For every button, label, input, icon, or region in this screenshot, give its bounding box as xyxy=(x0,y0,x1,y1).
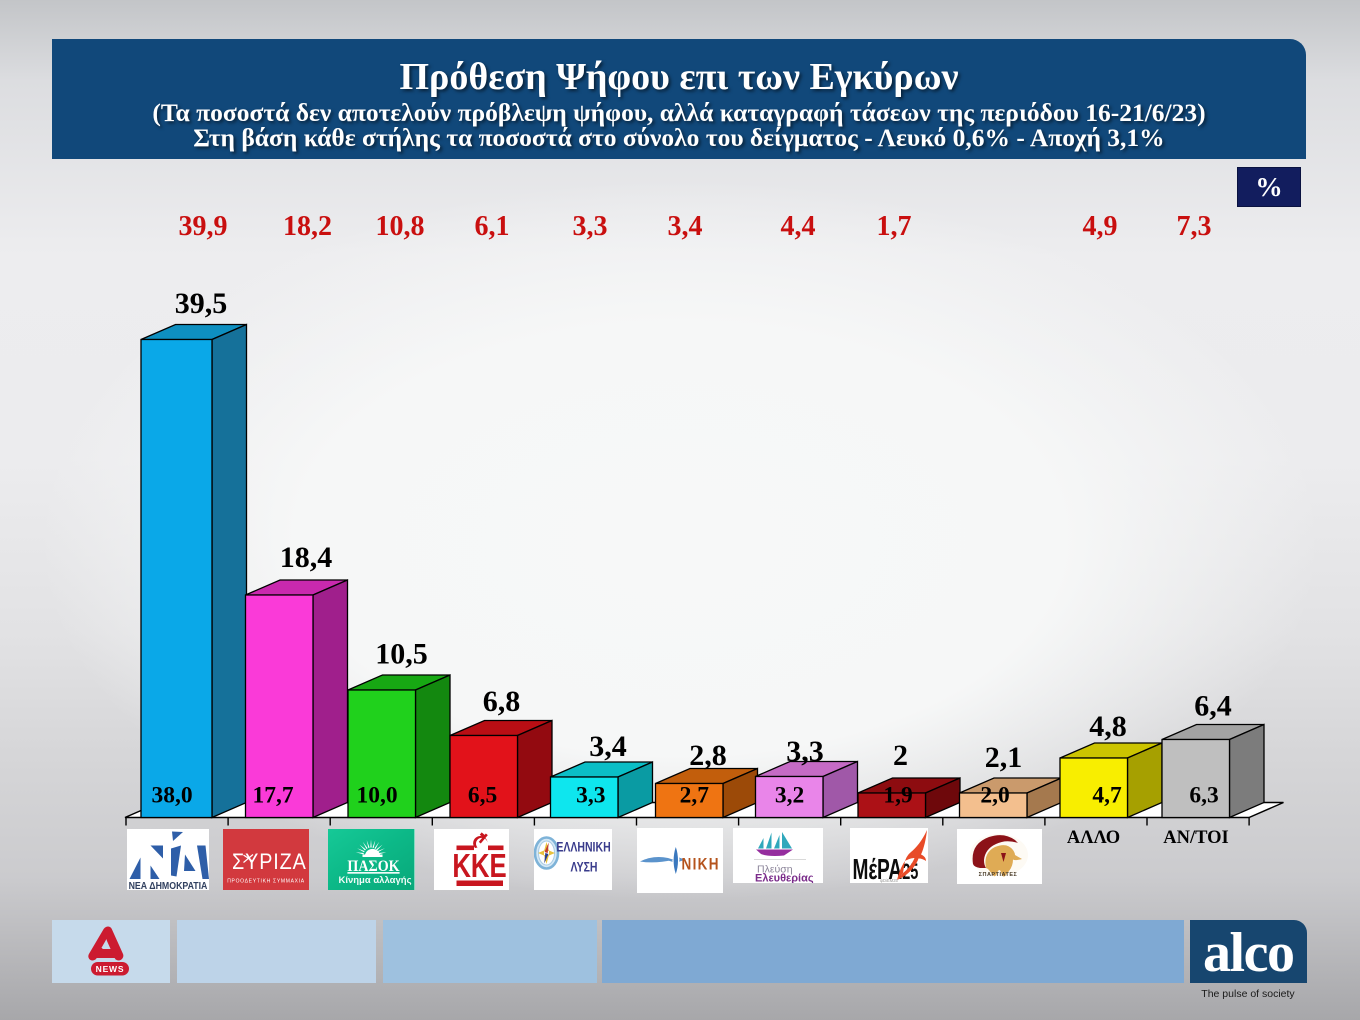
svg-text:2,8: 2,8 xyxy=(689,739,727,772)
svg-text:2: 2 xyxy=(893,739,908,772)
svg-text:3,4: 3,4 xyxy=(668,211,703,242)
svg-text:ΝΕΑ ΔΗΜΟΚΡΑΤΙΑ: ΝΕΑ ΔΗΜΟΚΡΑΤΙΑ xyxy=(129,879,208,890)
svg-text:ΠΑΣΟΚ: ΠΑΣΟΚ xyxy=(347,858,399,875)
svg-text:ΠΡΟΟΔΕΥΤΙΚΗ ΣΥΜΜΑΧΙΑ: ΠΡΟΟΔΕΥΤΙΚΗ ΣΥΜΜΑΧΙΑ xyxy=(227,879,305,885)
svg-text:3,4: 3,4 xyxy=(589,730,627,763)
svg-text:NEWS: NEWS xyxy=(95,964,124,974)
svg-text:2,0: 2,0 xyxy=(980,783,1009,809)
svg-text:4,4: 4,4 xyxy=(781,211,816,242)
svg-text:38,0: 38,0 xyxy=(151,783,192,809)
svg-text:1,7: 1,7 xyxy=(877,211,912,242)
svg-text:6,3: 6,3 xyxy=(1189,783,1218,809)
svg-text:6,8: 6,8 xyxy=(483,685,521,718)
svg-text:Κίνημα αλλαγής: Κίνημα αλλαγής xyxy=(338,875,411,886)
svg-text:ΑΛΛΟ: ΑΛΛΟ xyxy=(1067,828,1120,848)
svg-text:10,5: 10,5 xyxy=(375,638,428,671)
svg-text:6,4: 6,4 xyxy=(1194,690,1232,723)
svg-text:Ελευθερίας: Ελευθερίας xyxy=(755,873,814,884)
svg-text:ΑΝ/ΤΟΙ: ΑΝ/ΤΟΙ xyxy=(1163,828,1228,848)
svg-text:39,5: 39,5 xyxy=(175,287,228,320)
svg-text:3,3: 3,3 xyxy=(573,211,608,242)
svg-text:3,3: 3,3 xyxy=(786,735,824,768)
svg-text:6,1: 6,1 xyxy=(475,211,510,242)
svg-text:2,7: 2,7 xyxy=(680,783,710,809)
svg-text:18,4: 18,4 xyxy=(280,541,333,574)
svg-text:6,5: 6,5 xyxy=(468,783,497,809)
svg-text:3,2: 3,2 xyxy=(775,783,804,809)
svg-text:Πλεύση: Πλεύση xyxy=(757,864,793,876)
svg-text:10,8: 10,8 xyxy=(376,211,425,242)
svg-text:4,7: 4,7 xyxy=(1092,783,1122,809)
svg-text:39,9: 39,9 xyxy=(179,211,228,242)
svg-text:ΕΛΛΗΝΙΚΗ: ΕΛΛΗΝΙΚΗ xyxy=(556,839,610,855)
svg-text:ΝΙΚΗ: ΝΙΚΗ xyxy=(682,855,720,874)
svg-text:3,3: 3,3 xyxy=(576,783,605,809)
svg-text:18,2: 18,2 xyxy=(283,211,332,242)
svg-text:ΛΥΣΗ: ΛΥΣΗ xyxy=(571,859,598,875)
svg-text:17,7: 17,7 xyxy=(252,783,293,809)
svg-text:ψDiEM25: ψDiEM25 xyxy=(880,878,899,883)
svg-text:ΚΚΕ: ΚΚΕ xyxy=(452,848,506,885)
svg-text:4,8: 4,8 xyxy=(1089,710,1127,743)
svg-text:2,1: 2,1 xyxy=(985,741,1023,774)
svg-text:1,9: 1,9 xyxy=(883,783,912,809)
svg-text:4,9: 4,9 xyxy=(1083,211,1118,242)
svg-text:10,0: 10,0 xyxy=(356,783,397,809)
svg-text:7,3: 7,3 xyxy=(1177,211,1212,242)
svg-text:ΣΠΑΡΤΙΑΤΕΣ: ΣΠΑΡΤΙΑΤΕΣ xyxy=(978,872,1017,878)
